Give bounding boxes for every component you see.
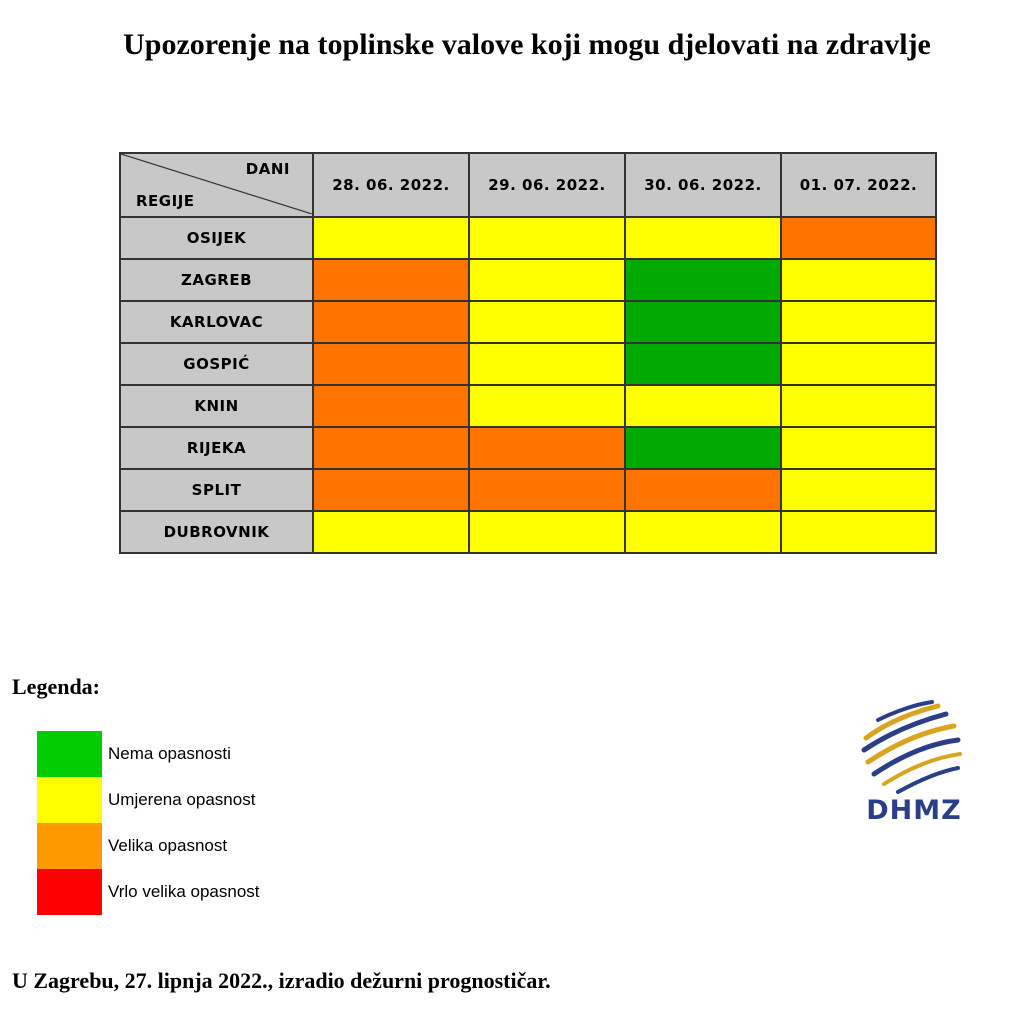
warning-level-cell (780, 468, 937, 512)
warning-level-cell (624, 300, 782, 344)
days-header-label: DANI (245, 160, 290, 178)
date-header: 01. 07. 2022. (780, 152, 937, 218)
footer-note: U Zagrebu, 27. lipnja 2022., izradio dež… (12, 968, 551, 993)
table-row: DUBROVNIK (119, 510, 937, 554)
region-name-cell: DUBROVNIK (119, 510, 314, 554)
warning-level-cell (780, 300, 937, 344)
warning-level-cell (312, 510, 470, 554)
region-name-cell: GOSPIĆ (119, 342, 314, 386)
legend-label: Nema opasnosti (108, 744, 231, 763)
warning-level-cell (312, 258, 470, 302)
logo-text: DHMZ (866, 795, 962, 826)
date-header: 28. 06. 2022. (312, 152, 470, 218)
date-header: 29. 06. 2022. (468, 152, 626, 218)
warning-level-cell (468, 384, 626, 428)
warning-level-cell (780, 342, 937, 386)
warning-level-cell (312, 216, 470, 260)
legend-label: Umjerena opasnost (108, 790, 256, 809)
warning-level-cell (780, 510, 937, 554)
warning-level-cell (624, 510, 782, 554)
warning-level-cell (780, 216, 937, 260)
warning-level-cell (468, 510, 626, 554)
warning-level-cell (468, 216, 626, 260)
warning-level-cell (468, 258, 626, 302)
table-corner-cell: DANI REGIJE (119, 152, 314, 218)
legend-swatch (37, 731, 102, 777)
warning-level-cell (624, 384, 782, 428)
dhmz-logo: DHMZ (858, 700, 970, 830)
warning-level-cell (312, 468, 470, 512)
warning-level-cell (468, 426, 626, 470)
region-name-cell: RIJEKA (119, 426, 314, 470)
warning-level-cell (624, 468, 782, 512)
warning-level-cell (312, 384, 470, 428)
regions-header-label: REGIJE (136, 192, 195, 210)
region-name-cell: ZAGREB (119, 258, 314, 302)
table-row: KARLOVAC (119, 300, 937, 344)
region-name-cell: SPLIT (119, 468, 314, 512)
warning-level-cell (312, 342, 470, 386)
region-name-cell: KNIN (119, 384, 314, 428)
warning-level-cell (624, 426, 782, 470)
table-row: GOSPIĆ (119, 342, 937, 386)
heatwave-warning-table: DANI REGIJE 28. 06. 2022. 29. 06. 2022. … (119, 152, 937, 554)
table-row: ZAGREB (119, 258, 937, 302)
table-row: RIJEKA (119, 426, 937, 470)
region-name-cell: KARLOVAC (119, 300, 314, 344)
warning-level-cell (624, 258, 782, 302)
warning-level-cell (624, 342, 782, 386)
warning-level-cell (312, 426, 470, 470)
legend-title: Legenda: (12, 674, 100, 699)
warning-level-cell (468, 468, 626, 512)
corner-diagonal-line (121, 154, 312, 214)
warning-level-cell (468, 300, 626, 344)
legend-swatch (37, 777, 102, 823)
legend-swatch (37, 869, 102, 915)
warning-level-cell (780, 384, 937, 428)
legend-label: Velika opasnost (108, 836, 228, 855)
warning-level-cell (312, 300, 470, 344)
warning-level-cell (780, 426, 937, 470)
warning-level-cell (780, 258, 937, 302)
table-row: OSIJEK (119, 216, 937, 260)
warning-level-cell (624, 216, 782, 260)
legend-label: Vrlo velika opasnost (108, 882, 260, 901)
date-header: 30. 06. 2022. (624, 152, 782, 218)
legend-swatch (37, 823, 102, 869)
logo-swirl-icon (861, 700, 962, 794)
warning-level-cell (468, 342, 626, 386)
table-row: SPLIT (119, 468, 937, 512)
region-name-cell: OSIJEK (119, 216, 314, 260)
table-row: KNIN (119, 384, 937, 428)
table-body: OSIJEK ZAGREB KARLOVAC GOSPIĆ KNIN RIJEKA SPLI… (119, 216, 937, 554)
page-title: Upozorenje na toplinske valove koji mogu… (123, 28, 931, 61)
